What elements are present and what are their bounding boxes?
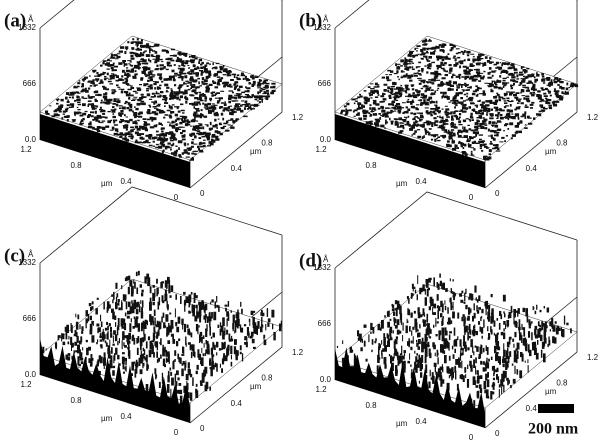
y-tick-label: 0 [495, 429, 500, 438]
y-tick-label: 0 [200, 189, 205, 198]
y-tick-label: 0.4 [526, 164, 538, 173]
x-tick-label: 0 [174, 193, 179, 202]
y-tick-label: 1.2 [292, 348, 304, 357]
x-tick-label: 0.4 [415, 417, 427, 426]
z-tick-label: 666 [318, 79, 332, 88]
y-unit: µm [545, 387, 557, 396]
y-tick-label: 0.8 [261, 138, 273, 147]
z-unit: Å [323, 255, 329, 264]
scale-bar-label: 200 nm [528, 421, 579, 438]
surface-texture [42, 270, 282, 405]
y-unit: µm [250, 147, 262, 156]
y-tick-label: 0 [200, 424, 205, 433]
box-frame [334, 0, 578, 189]
front-face [335, 114, 485, 188]
y-tick-label: 1.2 [587, 353, 599, 362]
z-tick-label: 1332 [313, 263, 331, 272]
panel-label: (c) [4, 245, 25, 266]
z-tick-label: 666 [23, 314, 37, 323]
z-unit: Å [28, 250, 34, 259]
scale-bar [538, 404, 574, 413]
front-face [40, 114, 190, 188]
x-tick-label: 0 [469, 433, 474, 442]
y-unit: µm [545, 147, 557, 156]
x-unit: µm [101, 414, 113, 423]
y-tick-label: 1.2 [292, 113, 304, 122]
surface-texture [45, 38, 276, 161]
x-tick-label: 0.8 [70, 396, 82, 405]
panel-label: (d) [299, 250, 322, 271]
surface-texture [340, 38, 579, 161]
z-unit: Å [28, 15, 34, 24]
x-tick-label: 0.4 [120, 177, 132, 186]
z-tick-label: 666 [23, 79, 37, 88]
x-tick-label: 1.2 [315, 385, 327, 394]
x-tick-label: 0 [469, 193, 474, 202]
y-tick-label: 0.4 [526, 404, 538, 413]
y-tick-label: 0.8 [556, 378, 568, 387]
panel-label: (b) [299, 10, 322, 31]
z-unit: Å [323, 15, 329, 24]
x-tick-label: 0.8 [70, 161, 82, 170]
x-tick-label: 0.4 [120, 412, 132, 421]
y-unit: µm [250, 382, 262, 391]
z-tick-label: 1332 [18, 23, 36, 32]
x-tick-label: 0 [174, 428, 179, 437]
front-face [335, 347, 485, 428]
y-tick-label: 0.4 [231, 164, 243, 173]
y-tick-label: 0.8 [556, 138, 568, 147]
z-tick-label: 1332 [18, 258, 36, 267]
panel-label: (a) [4, 10, 26, 31]
z-tick-label: 666 [318, 319, 332, 328]
x-tick-label: 0.4 [415, 177, 427, 186]
z-tick-label: 0.0 [25, 370, 37, 379]
z-tick-label: 0.0 [25, 135, 37, 144]
x-tick-label: 1.2 [315, 145, 327, 154]
z-tick-label: 1332 [313, 23, 331, 32]
x-tick-label: 0.8 [365, 161, 377, 170]
x-tick-label: 0.8 [365, 401, 377, 410]
x-unit: µm [396, 179, 408, 188]
x-tick-label: 1.2 [20, 145, 32, 154]
x-tick-label: 1.2 [20, 380, 32, 389]
y-tick-label: 0.4 [231, 399, 243, 408]
front-face [40, 338, 190, 423]
x-unit: µm [396, 419, 408, 428]
z-tick-label: 0.0 [320, 135, 332, 144]
z-tick-label: 0.0 [320, 375, 332, 384]
y-tick-label: 0.8 [261, 373, 273, 382]
y-tick-label: 0 [495, 189, 500, 198]
x-unit: µm [101, 179, 113, 188]
surface-texture [336, 273, 572, 408]
y-tick-label: 1.2 [587, 113, 599, 122]
